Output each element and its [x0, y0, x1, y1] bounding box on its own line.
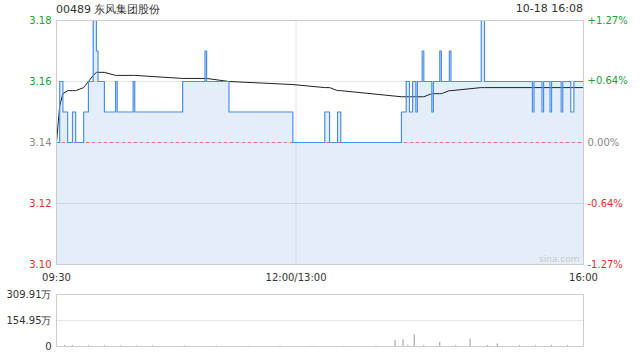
html-text:10-18 16:08: 10-18 16:08 [515, 2, 583, 15]
svg-text:-1.27%: -1.27% [588, 259, 623, 270]
svg-text:sina.com: sina.com [539, 254, 580, 264]
svg-text:154.95万: 154.95万 [7, 315, 52, 326]
svg-text:16:00: 16:00 [569, 272, 598, 283]
svg-text:3.10: 3.10 [29, 259, 51, 270]
svg-text:12:00/13:00: 12:00/13:00 [266, 272, 327, 283]
svg-text:3.12: 3.12 [29, 198, 51, 209]
svg-text:0.00%: 0.00% [588, 137, 620, 148]
svg-text:-0.64%: -0.64% [588, 198, 623, 209]
svg-text:+1.27%: +1.27% [588, 16, 628, 26]
svg-text:3.16: 3.16 [29, 76, 51, 87]
html-text:00489 东风集团股份: 00489 东风集团股份 [56, 3, 161, 16]
svg-text:09:30: 09:30 [42, 272, 71, 283]
svg-text:+0.64%: +0.64% [588, 75, 628, 86]
svg-text:3.14: 3.14 [29, 137, 51, 148]
svg-text:309.91万: 309.91万 [7, 289, 52, 300]
svg-text:0: 0 [45, 341, 51, 352]
svg-text:3.18: 3.18 [29, 16, 51, 26]
